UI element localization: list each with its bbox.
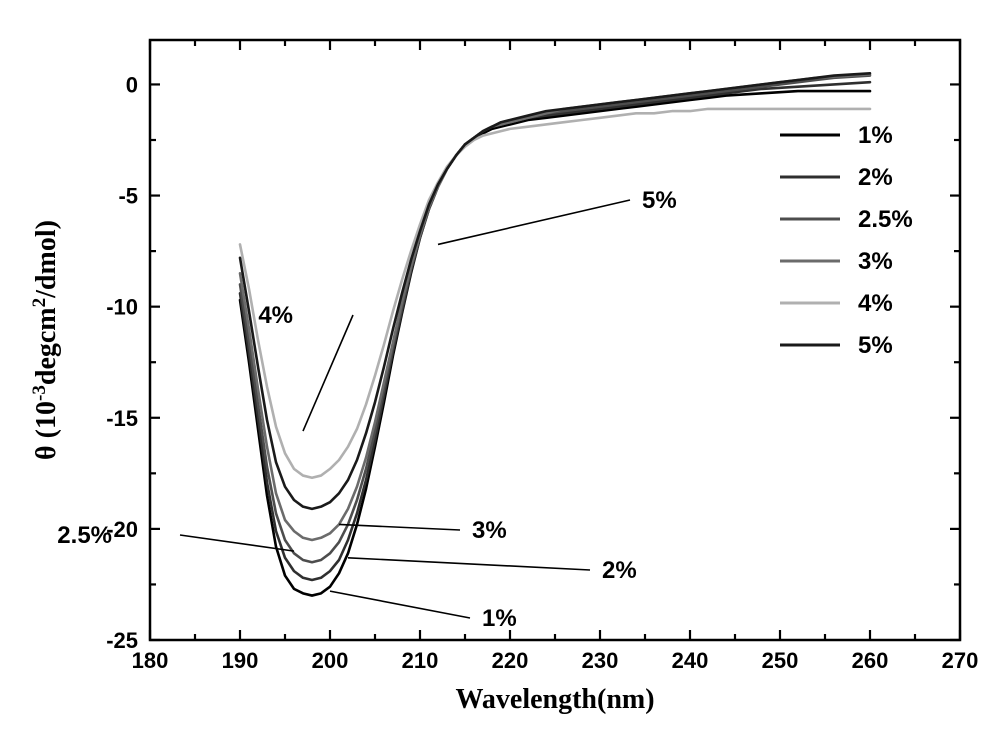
ytick-label: -15 — [106, 406, 138, 431]
xtick-label: 230 — [582, 648, 619, 673]
xtick-label: 210 — [402, 648, 439, 673]
cd-spectrum-chart: 5%4%3%2.5%2%1%18019020021022023024025026… — [0, 0, 1000, 744]
annotation-label: 4% — [258, 302, 293, 329]
ytick-label: -10 — [106, 295, 138, 320]
y-axis-label: θ (10-3degcm2/dmol) — [29, 220, 63, 460]
ytick-label: -5 — [118, 184, 138, 209]
legend-label: 4% — [858, 290, 893, 317]
legend-label: 2.5% — [858, 206, 913, 233]
annotation-label: 2.5% — [57, 522, 112, 549]
ytick-label: -25 — [106, 628, 138, 653]
ytick-label: 0 — [126, 72, 138, 97]
x-axis-label: Wavelength(nm) — [455, 684, 654, 715]
xtick-label: 240 — [672, 648, 709, 673]
annotation-label: 3% — [472, 517, 507, 544]
ytick-label: -20 — [106, 517, 138, 542]
xtick-label: 260 — [852, 648, 889, 673]
xtick-label: 190 — [222, 648, 259, 673]
legend-label: 2% — [858, 164, 893, 191]
annotation-label: 1% — [482, 605, 517, 632]
annotation-label: 2% — [602, 557, 637, 584]
legend-label: 1% — [858, 122, 893, 149]
xtick-label: 200 — [312, 648, 349, 673]
xtick-label: 250 — [762, 648, 799, 673]
legend-label: 3% — [858, 248, 893, 275]
xtick-label: 220 — [492, 648, 529, 673]
xtick-label: 270 — [942, 648, 979, 673]
legend-label: 5% — [858, 332, 893, 359]
annotation-label: 5% — [642, 187, 677, 214]
chart-svg: 5%4%3%2.5%2%1%18019020021022023024025026… — [0, 0, 1000, 744]
